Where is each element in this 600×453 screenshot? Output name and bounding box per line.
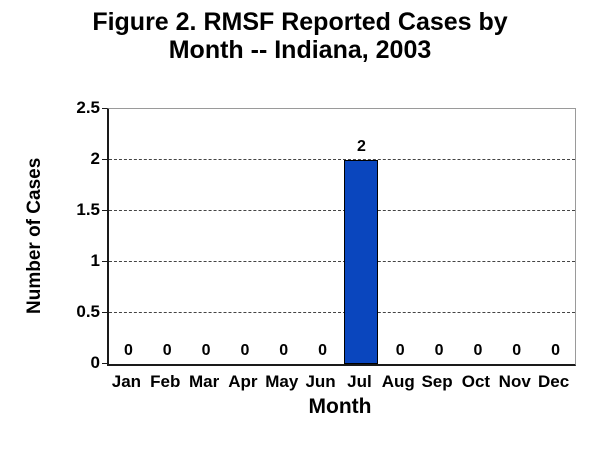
data-label-jan: 0 bbox=[123, 342, 133, 359]
chart-title: Figure 2. RMSF Reported Cases by Month -… bbox=[0, 8, 600, 64]
gridline-2 bbox=[109, 159, 575, 160]
y-tick-mark-0 bbox=[102, 363, 107, 364]
y-tick-label-1.5: 1.5 bbox=[76, 200, 100, 219]
x-axis-title: Month bbox=[308, 395, 372, 418]
data-label-jun: 0 bbox=[318, 342, 328, 359]
data-label-nov: 0 bbox=[512, 342, 522, 359]
y-tick-mark-2 bbox=[102, 159, 107, 160]
x-tick-label-oct: Oct bbox=[461, 372, 491, 391]
y-axis-title: Number of Cases bbox=[24, 157, 45, 314]
x-tick-label-dec: Dec bbox=[537, 372, 570, 391]
data-label-mar: 0 bbox=[201, 342, 211, 359]
gridline-0.5 bbox=[109, 312, 575, 313]
x-tick-label-nov: Nov bbox=[498, 372, 531, 391]
data-label-feb: 0 bbox=[162, 342, 172, 359]
y-tick-mark-1.5 bbox=[102, 210, 107, 211]
x-tick-label-jul: Jul bbox=[347, 372, 372, 391]
x-tick-label-sep: Sep bbox=[421, 372, 453, 391]
x-tick-label-may: May bbox=[265, 372, 299, 391]
y-tick-label-0.5: 0.5 bbox=[76, 302, 100, 321]
x-tick-label-jan: Jan bbox=[111, 372, 142, 391]
data-label-sep: 0 bbox=[434, 342, 444, 359]
x-tick-label-aug: Aug bbox=[381, 372, 415, 391]
gridline-1 bbox=[109, 261, 575, 262]
y-tick-label-1: 1 bbox=[90, 251, 100, 270]
data-label-dec: 0 bbox=[551, 342, 561, 359]
x-tick-label-feb: Feb bbox=[150, 372, 181, 391]
data-label-aug: 0 bbox=[395, 342, 405, 359]
data-label-apr: 0 bbox=[240, 342, 250, 359]
y-tick-mark-1 bbox=[102, 261, 107, 262]
plot-area: 0 0 0 0 0 0 2 0 0 0 0 0 bbox=[107, 108, 576, 366]
gridline-1.5 bbox=[109, 210, 575, 211]
data-label-jul: 2 bbox=[356, 138, 366, 155]
y-tick-mark-2.5 bbox=[102, 108, 107, 109]
chart-title-line2: Month -- Indiana, 2003 bbox=[168, 36, 432, 64]
x-tick-label-jun: Jun bbox=[305, 372, 336, 391]
bar-jul bbox=[344, 160, 379, 364]
y-tick-label-2: 2 bbox=[90, 149, 100, 168]
y-tick-mark-0.5 bbox=[102, 312, 107, 313]
chart-title-line1: Figure 2. RMSF Reported Cases by bbox=[92, 8, 508, 36]
data-label-may: 0 bbox=[279, 342, 289, 359]
data-label-oct: 0 bbox=[473, 342, 483, 359]
x-tick-label-mar: Mar bbox=[188, 372, 220, 391]
x-tick-label-apr: Apr bbox=[228, 372, 258, 391]
y-tick-label-0: 0 bbox=[90, 353, 100, 372]
y-tick-label-2.5: 2.5 bbox=[76, 98, 100, 117]
